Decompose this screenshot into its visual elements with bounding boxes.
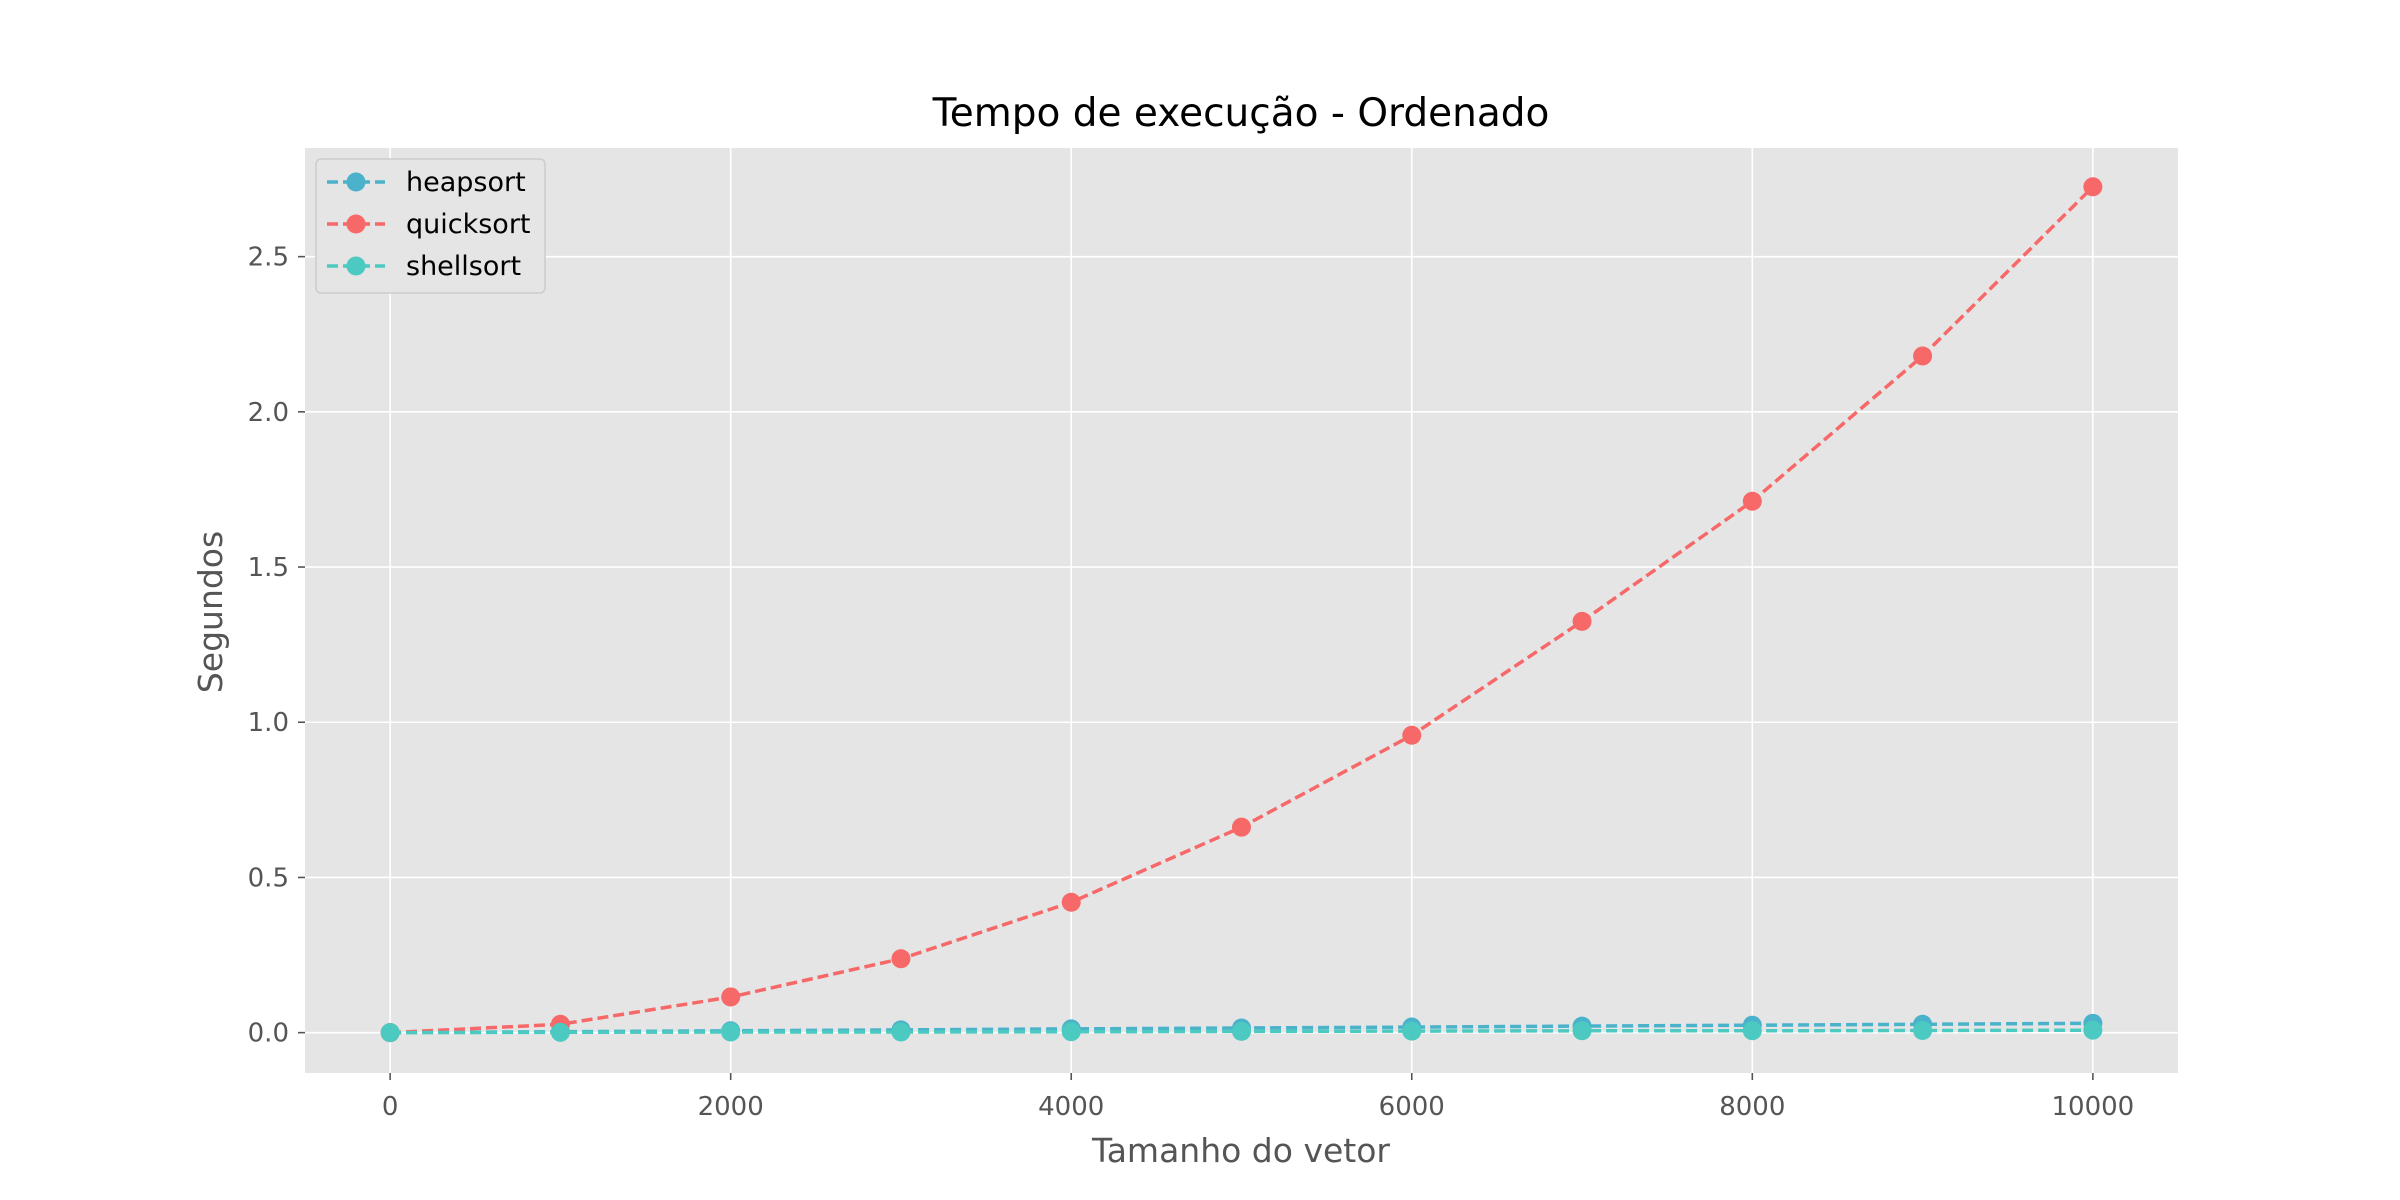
data-point-shellsort <box>380 1023 400 1043</box>
legend-marker <box>346 256 366 276</box>
data-point-shellsort <box>1913 1020 1933 1040</box>
data-point-quicksort <box>1913 346 1933 366</box>
data-point-shellsort <box>891 1022 911 1042</box>
series-layer <box>380 177 2103 1043</box>
series-shellsort <box>380 1020 2103 1043</box>
y-tick-label: 2.0 <box>248 398 289 428</box>
legend-marker <box>346 172 366 192</box>
data-point-shellsort <box>1742 1021 1762 1041</box>
data-point-quicksort <box>1572 611 1592 631</box>
chart-title: Tempo de execução - Ordenado <box>932 91 1550 136</box>
data-point-quicksort <box>721 987 741 1007</box>
legend-box <box>315 158 546 294</box>
data-point-shellsort <box>721 1022 741 1042</box>
legend: heapsort quicksort shellsort <box>315 158 546 294</box>
data-point-shellsort <box>1061 1022 1081 1042</box>
y-tick-label: 0.0 <box>248 1019 289 1049</box>
legend-marker <box>346 214 366 234</box>
legend-label: shellsort <box>406 251 521 282</box>
y-axis-label: Segundos <box>191 531 230 693</box>
x-tick-label: 8000 <box>1719 1092 1785 1122</box>
data-point-quicksort <box>1742 491 1762 511</box>
y-tick-label: 1.0 <box>248 708 289 738</box>
data-point-quicksort <box>1232 817 1251 837</box>
y-tick-label: 0.5 <box>248 863 289 893</box>
legend-item-shellsort: shellsort <box>327 251 521 282</box>
data-point-quicksort <box>2083 177 2103 197</box>
data-point-shellsort <box>2083 1020 2103 1040</box>
y-axis-ticks: 0.0 0.5 1.0 1.5 2.0 2.5 <box>248 243 305 1049</box>
legend-item-heapsort: heapsort <box>327 167 526 198</box>
x-tick-label: 4000 <box>1038 1092 1104 1122</box>
data-point-shellsort <box>1402 1021 1422 1041</box>
x-axis-label: Tamanho do vetor <box>1091 1131 1390 1170</box>
y-tick-label: 2.5 <box>248 243 289 273</box>
data-point-quicksort <box>891 949 911 969</box>
legend-label: heapsort <box>406 167 526 198</box>
x-tick-label: 6000 <box>1379 1092 1445 1122</box>
data-point-shellsort <box>1572 1021 1592 1041</box>
plot-area-background <box>305 148 2178 1073</box>
x-tick-label: 10000 <box>2052 1092 2135 1122</box>
series-quicksort <box>380 177 2103 1043</box>
x-axis-ticks: 0 2000 4000 6000 8000 10000 <box>382 1073 2134 1122</box>
legend-item-quicksort: quicksort <box>327 209 531 240</box>
x-tick-label: 0 <box>382 1092 399 1122</box>
data-point-shellsort <box>550 1022 570 1042</box>
data-point-shellsort <box>1232 1021 1251 1041</box>
data-point-quicksort <box>1061 892 1081 912</box>
legend-label: quicksort <box>406 209 531 240</box>
y-tick-label: 1.5 <box>248 553 289 583</box>
data-point-quicksort <box>1402 725 1422 745</box>
x-tick-label: 2000 <box>698 1092 764 1122</box>
